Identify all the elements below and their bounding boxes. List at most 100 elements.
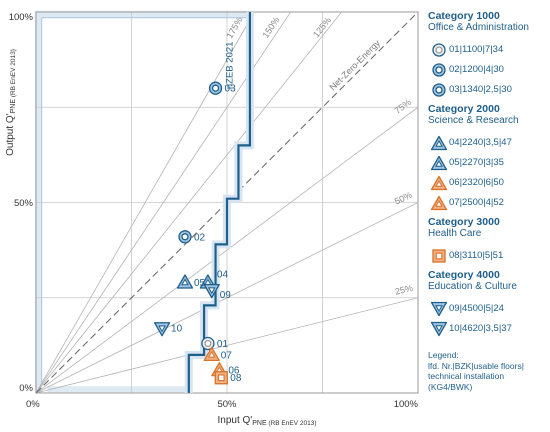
legend-entry-label: 01|1100|7|34 xyxy=(449,44,504,55)
ratio-line xyxy=(35,202,419,394)
legend-entry-label: 04|2240|3,5|47 xyxy=(449,137,512,148)
x-tick-label: 100% xyxy=(394,399,419,410)
y-tick-label: 100% xyxy=(9,12,34,23)
legend-category: Category 3000 Health Care 08|3110|5|51 xyxy=(428,216,546,267)
data-point-label: 05 xyxy=(194,278,206,289)
y-axis-title: Output Q'PNE (RB EnEV 2013) xyxy=(5,49,17,156)
legend-entry: 06|2320|6|50 xyxy=(428,174,546,194)
triangle-marker-icon xyxy=(431,175,447,191)
ratio-line xyxy=(35,297,419,394)
legend-category: Category 4000 Education & Culture 09|4500|… xyxy=(428,269,546,340)
data-point-label: 01 xyxy=(217,339,229,350)
ratio-line-label: 175% xyxy=(224,15,244,40)
legend-marker xyxy=(432,43,446,57)
legend-entry: 03|1340|2,5|30 xyxy=(428,81,546,101)
legend-entry-label: 03|1340|2,5|30 xyxy=(449,84,512,95)
ratio-line-label: 50% xyxy=(393,190,414,207)
ratio-line xyxy=(35,106,419,394)
nzeb-boundary-line xyxy=(187,12,252,393)
marker-inner xyxy=(435,66,443,74)
circle-marker-icon xyxy=(432,43,446,57)
data-point xyxy=(203,283,220,299)
marker-inner xyxy=(435,159,443,167)
x-axis-title: Input Q'PNE (RB EnEV 2013) xyxy=(218,415,317,427)
marker-inner xyxy=(435,179,443,187)
legend-entry: 07|2500|4|52 xyxy=(428,194,546,214)
legend-category-title: Category 3000 xyxy=(428,216,500,228)
legend-entry: 02|1200|4|30 xyxy=(428,61,546,81)
triangle-marker-icon xyxy=(431,195,447,211)
legend-marker xyxy=(431,321,447,337)
legend-entry: 10|4620|3,5|37 xyxy=(428,320,546,340)
legend-note: Legend: lfd. Nr.|BZK|usable floors| techni… xyxy=(428,350,546,392)
legend-entry-label: 08|3110|5|51 xyxy=(449,250,504,261)
legend-category-title: Category 4000 xyxy=(428,269,500,281)
marker-inner xyxy=(435,86,443,94)
legend-entry: 09|4500|5|24 xyxy=(428,300,546,320)
legend-category: Category 1000 Office & Administration 01|1… xyxy=(428,10,546,101)
data-point xyxy=(201,336,215,351)
ratio-line-label: 25% xyxy=(394,283,414,297)
legend-category-subtitle: Education & Culture xyxy=(428,281,517,292)
legend-entry-label: 07|2500|4|52 xyxy=(449,197,504,208)
legend-marker xyxy=(431,301,447,317)
marker-inner xyxy=(207,350,216,358)
legend-category: Category 2000 Science & Research 04|2240|3… xyxy=(428,103,546,214)
axis-labels: 0% 50% 100% 0% 50% 100% Input Q'PNE (RB EnEV 2… xyxy=(5,12,419,427)
y-tick-label: 50% xyxy=(14,198,34,209)
data-point-label: 02 xyxy=(194,232,206,243)
x-tick-label: 0% xyxy=(26,399,40,410)
data-points: 01 02 03 04 05 06 07 08 09 10 xyxy=(153,81,242,385)
data-point-label: 06 xyxy=(228,366,240,377)
marker-inner xyxy=(204,339,212,348)
legend-entry: 08|3110|5|51 xyxy=(428,247,546,267)
data-point-label: 07 xyxy=(221,350,233,361)
net-zero-label: Net-Zero-Energy xyxy=(328,38,383,93)
nzeb-boundary: nZEB 2021 xyxy=(184,12,254,393)
data-point-label: 03 xyxy=(225,84,237,95)
legend-category-subtitle: Office & Administration xyxy=(428,22,529,33)
legend-marker xyxy=(431,195,447,211)
legend-category-title: Category 2000 xyxy=(428,103,500,115)
x-tick-label: 50% xyxy=(217,399,237,410)
legend-marker xyxy=(432,249,446,263)
data-point xyxy=(178,230,192,244)
legend-marker xyxy=(431,135,447,151)
legend-entry-label: 09|4500|5|24 xyxy=(449,303,504,314)
marker-inner xyxy=(158,325,166,333)
marker-inner xyxy=(435,305,443,313)
legend-category-subtitle: Science & Research xyxy=(428,115,519,126)
legend-marker xyxy=(432,63,446,77)
band-left-top xyxy=(34,10,247,393)
legend-entry: 04|2240|3,5|47 xyxy=(428,134,546,154)
band-frame xyxy=(41,17,247,384)
data-point-label: 08 xyxy=(230,373,242,384)
legend-marker xyxy=(431,175,447,191)
marker-inner xyxy=(435,199,443,207)
legend-note-line: technical installation (KG4/BWK) xyxy=(428,371,505,392)
marker-inner xyxy=(211,84,220,92)
marker-inner xyxy=(435,139,443,147)
data-point xyxy=(153,322,171,337)
legend-entry: 05|2270|3|35 xyxy=(428,154,546,174)
circle-marker-icon xyxy=(432,63,446,77)
legend-category-subtitle: Health Care xyxy=(428,228,482,239)
ratio-line-label: 150% xyxy=(260,15,281,40)
legend-category-title: Category 1000 xyxy=(428,10,500,22)
data-point xyxy=(208,81,223,95)
marker-inner xyxy=(435,325,443,333)
square-marker-icon xyxy=(432,249,446,263)
triangle-marker-icon xyxy=(431,321,447,337)
data-point xyxy=(203,346,220,362)
legend-entry: 01|1100|7|34 xyxy=(428,41,546,61)
marker-inner xyxy=(207,287,216,295)
y-tick-label: 0% xyxy=(19,383,33,394)
marker-inner xyxy=(217,374,225,382)
data-point-label: 04 xyxy=(217,270,229,281)
data-point-label: 09 xyxy=(220,290,232,301)
ratio-line xyxy=(35,11,255,394)
legend-note-line: lfd. Nr.|BZK|usable floors| xyxy=(428,360,524,371)
triangle-marker-icon xyxy=(431,135,447,151)
marker-inner xyxy=(435,252,443,260)
